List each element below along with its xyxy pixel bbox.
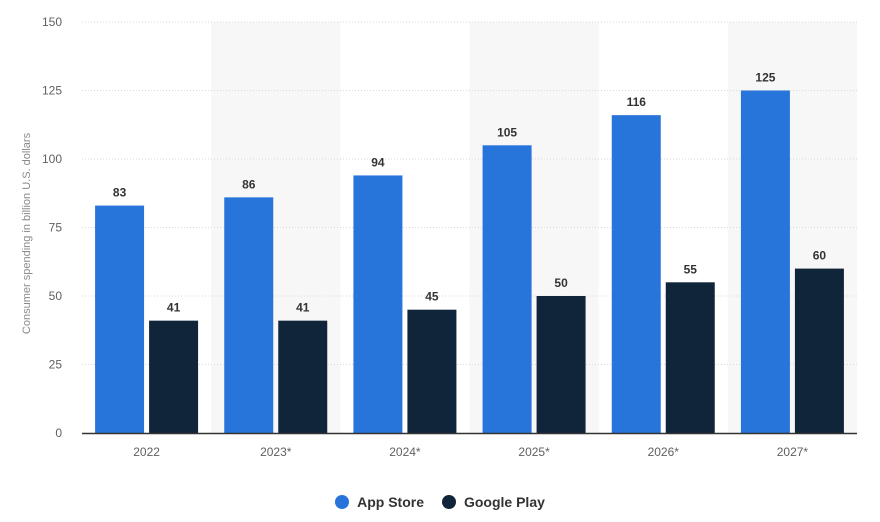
bar-google-play: [536, 296, 586, 433]
bar-google-play: [149, 320, 199, 433]
data-label-app-store: 86: [242, 177, 256, 191]
legend-marker-app-store-icon: [335, 495, 350, 509]
x-tick-label: 2023*: [260, 445, 292, 459]
legend-label-app-store: App Store: [357, 494, 424, 510]
data-label-google-play: 45: [425, 290, 439, 304]
bar-google-play: [407, 309, 457, 433]
x-tick-label: 2024*: [389, 445, 421, 459]
data-label-google-play: 50: [554, 276, 568, 290]
y-tick-label: 100: [42, 152, 62, 166]
x-tick-label: 2026*: [648, 445, 680, 459]
bars: 83 41 86 41 94 45 105 50 116 55 125 60: [95, 71, 844, 434]
bar-app-store: [95, 205, 145, 433]
y-axis-ticks: 0 25 50 75 100 125 150: [42, 15, 62, 440]
bar-app-store: [740, 90, 790, 433]
bar-app-store: [611, 115, 661, 433]
y-tick-label: 75: [49, 221, 63, 235]
bar-google-play: [794, 268, 844, 433]
data-label-app-store: 116: [627, 95, 647, 109]
data-label-google-play: 41: [296, 301, 310, 315]
data-label-google-play: 55: [684, 262, 698, 276]
x-tick-label: 2027*: [777, 445, 809, 459]
data-label-app-store: 94: [371, 155, 385, 169]
legend-label-google-play: Google Play: [463, 494, 545, 510]
legend-marker-google-play-icon: [441, 495, 456, 509]
y-tick-label: 150: [42, 15, 62, 29]
x-axis-ticks: 2022 2023* 2024* 2025* 2026* 2027*: [133, 445, 808, 459]
data-label-google-play: 41: [167, 301, 181, 315]
bar-app-store: [482, 145, 532, 434]
y-tick-label: 50: [49, 289, 63, 303]
legend-item-app-store[interactable]: App Store: [335, 494, 424, 510]
bar-google-play: [278, 320, 328, 433]
gridlines: [82, 21, 857, 365]
legend-item-google-play[interactable]: Google Play: [441, 494, 545, 510]
data-label-app-store: 83: [113, 186, 127, 200]
bar-app-store: [224, 197, 274, 433]
data-label-google-play: 60: [813, 249, 827, 263]
bar-app-store: [353, 175, 403, 433]
data-label-app-store: 125: [755, 71, 775, 85]
data-label-app-store: 105: [497, 125, 517, 139]
y-tick-label: 125: [42, 84, 62, 98]
legend: App Store Google Play: [0, 490, 880, 514]
x-tick-label: 2025*: [518, 445, 550, 459]
x-tick-label: 2022: [133, 445, 160, 459]
bar-google-play: [665, 282, 715, 433]
y-tick-label: 0: [55, 426, 62, 440]
y-tick-label: 25: [49, 358, 63, 372]
y-axis-title: Consumer spending in billion U.S. dollar…: [21, 132, 33, 334]
